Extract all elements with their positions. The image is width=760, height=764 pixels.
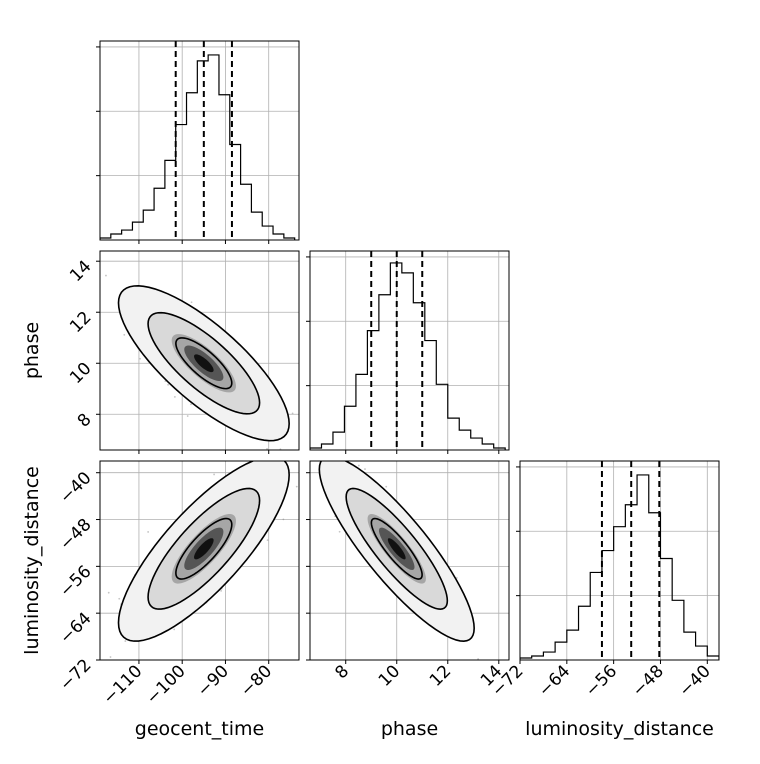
x-tick-label: −64 [535, 661, 575, 701]
x-axis-label: phase [381, 718, 438, 740]
scatter-point [109, 656, 112, 658]
joint-panel-phase-luminosity_distance [310, 461, 509, 664]
y-tick-label: −48 [56, 515, 96, 555]
histogram-panel-phase [306, 251, 509, 450]
histogram-panel-geocent_time [96, 41, 299, 240]
y-tick-label: 8 [74, 410, 96, 432]
y-axis-label: luminosity_distance [21, 466, 43, 655]
scatter-point [338, 530, 341, 533]
scatter-point [266, 447, 268, 450]
axes-frame [99, 40, 300, 241]
histogram-plot-area [310, 251, 509, 450]
scatter-point [190, 301, 193, 304]
scatter-point [124, 640, 127, 642]
y-tick-label: −72 [56, 655, 96, 695]
scatter-point [220, 589, 223, 592]
contour-line [370, 517, 423, 580]
scatter-point [123, 333, 126, 336]
scatter-point [147, 531, 150, 533]
y-tick-label: −56 [56, 562, 96, 602]
x-tick-label: 8 [331, 661, 353, 683]
x-tick-label: −100 [143, 661, 190, 708]
scatter-point [364, 468, 366, 470]
y-axis-label: phase [21, 322, 43, 379]
joint-panel-geocent_time-luminosity_distance [100, 461, 299, 660]
x-tick-label: −110 [99, 661, 146, 708]
scatter-point [461, 662, 463, 664]
scatter-point [291, 412, 294, 415]
scatter-point [173, 628, 176, 631]
y-tick-label: 12 [66, 308, 95, 337]
contour-line [175, 337, 233, 390]
scatter-point [167, 383, 169, 386]
x-axis-label: luminosity_distance [525, 718, 714, 740]
density-fill [194, 354, 214, 373]
contour-line [117, 285, 290, 442]
x-tick-label: −48 [628, 661, 668, 701]
histogram-step-line [520, 474, 719, 660]
scatter-point [266, 539, 269, 542]
scatter-point [295, 485, 298, 488]
joint-panel-geocent_time-phase [97, 251, 299, 450]
axes-frame [309, 250, 510, 451]
joint-plot-area [97, 251, 299, 450]
axes-frame [99, 460, 300, 661]
histogram-plot-area [520, 461, 719, 660]
histogram-plot-area [100, 41, 299, 240]
axes-frame [519, 460, 720, 661]
scatter-point [357, 464, 360, 467]
x-tick-label: 12 [426, 661, 455, 690]
density-fill [194, 538, 214, 560]
density-fill [387, 538, 406, 560]
contour-line [318, 461, 475, 642]
x-axis-label: geocent_time [135, 718, 264, 740]
x-tick-label: −40 [675, 661, 715, 701]
contour-line [117, 461, 290, 642]
contour-line [175, 517, 233, 580]
scatter-point [97, 285, 99, 287]
scatter-point [186, 415, 189, 417]
x-tick-label: −80 [237, 661, 277, 701]
scatter-point [107, 591, 110, 594]
x-tick-label: −56 [582, 661, 622, 701]
contour-line [147, 487, 261, 610]
y-tick-label: −40 [56, 468, 96, 508]
scatter-point [118, 597, 121, 600]
y-tick-label: −64 [56, 609, 96, 649]
histogram-panel-luminosity_distance [516, 461, 719, 660]
joint-plot-area [310, 461, 509, 664]
contour-line [147, 311, 261, 415]
joint-plot-area [100, 461, 299, 660]
scatter-point [213, 473, 215, 476]
contour-line [345, 487, 449, 610]
histogram-step-line [310, 262, 506, 450]
x-tick-label: 10 [375, 661, 404, 690]
scatter-point [455, 576, 458, 579]
axes-frame [99, 250, 300, 451]
y-tick-label: 14 [66, 257, 95, 286]
histogram-step-line [100, 54, 296, 240]
scatter-point [105, 274, 107, 277]
scatter-point [190, 403, 192, 406]
scatter-point [282, 518, 285, 521]
scatter-point [173, 396, 176, 398]
scatter-point [139, 357, 141, 360]
x-tick-label: −90 [193, 661, 233, 701]
scatter-point [385, 485, 388, 488]
axes-frame [309, 460, 510, 661]
y-tick-label: 10 [66, 359, 95, 388]
